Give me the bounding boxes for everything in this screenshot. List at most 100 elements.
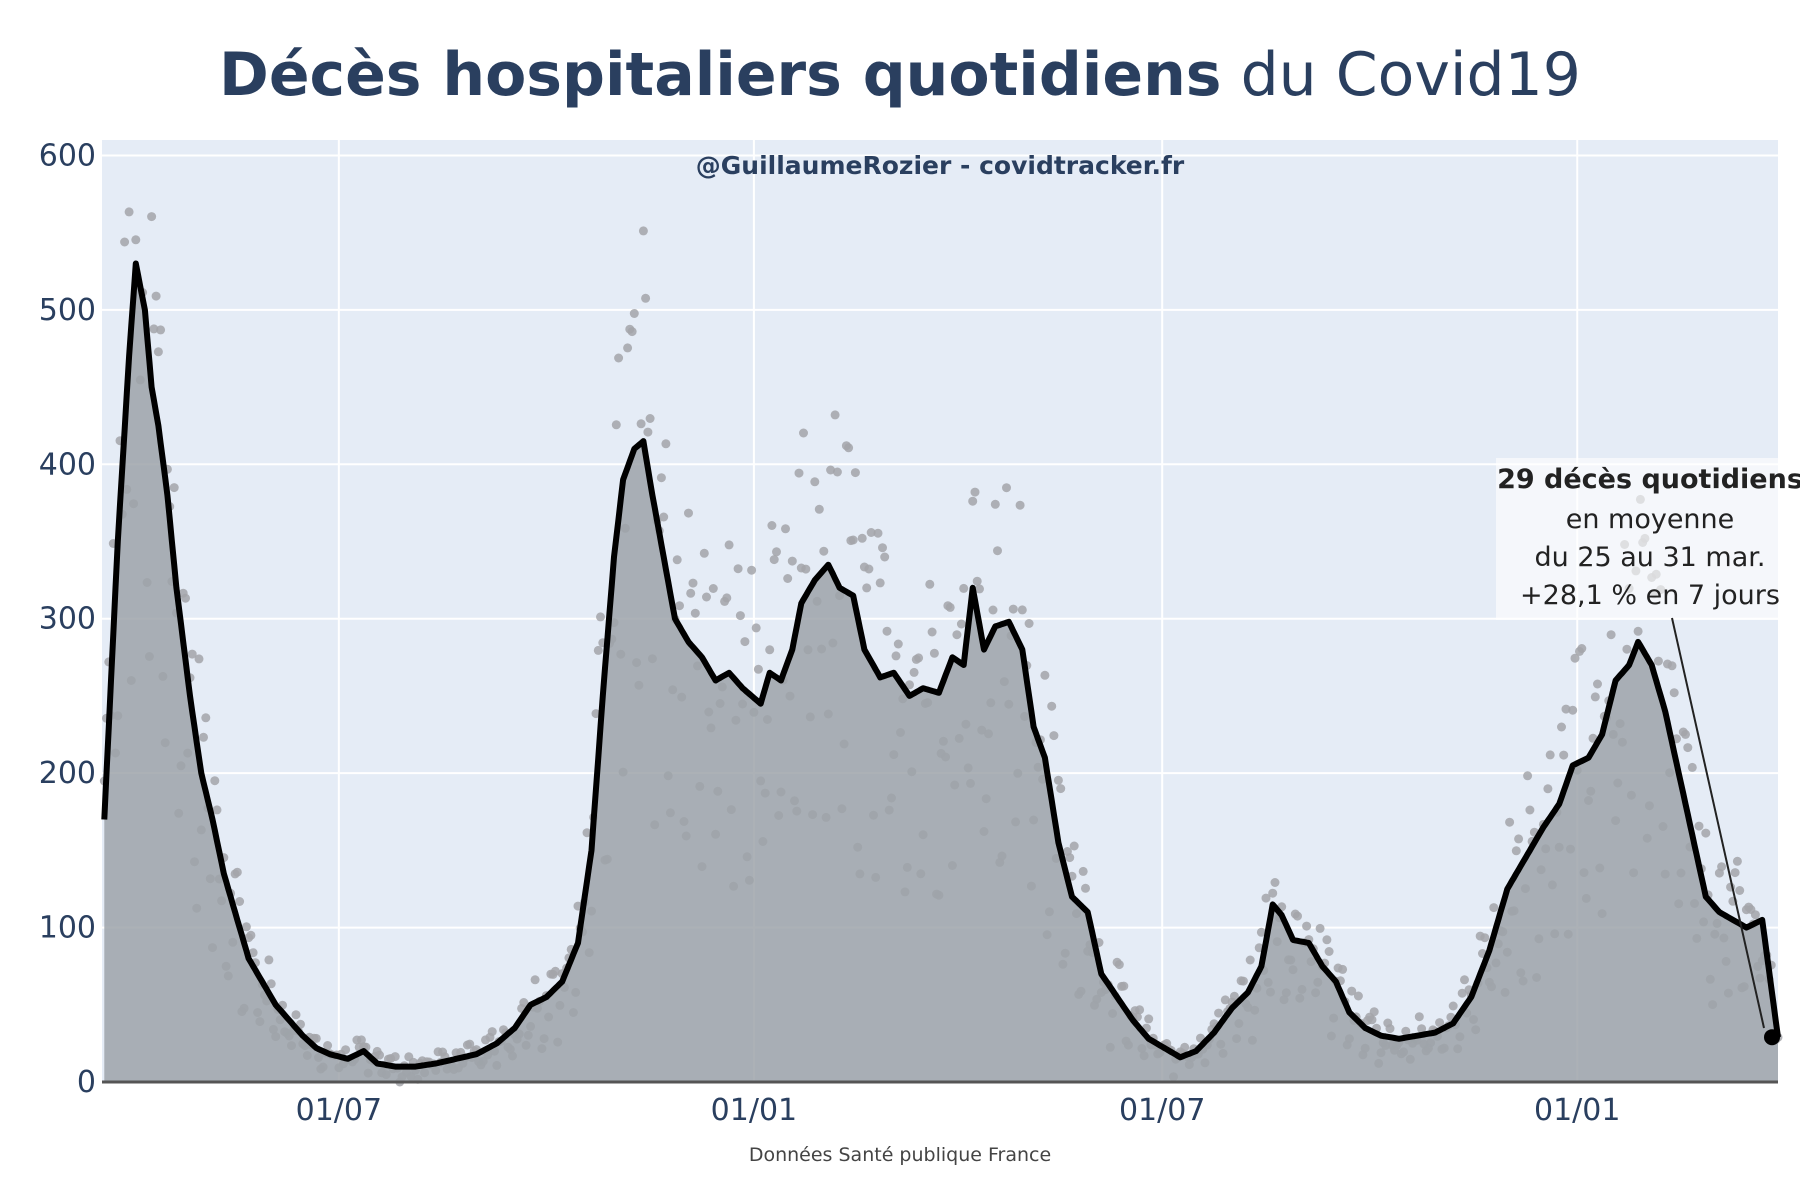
daily-dot [909,667,919,677]
daily-dot [844,443,854,453]
daily-dot [659,512,669,522]
daily-dot [1505,817,1515,827]
daily-dot [636,419,646,429]
daily-dot [753,664,763,674]
daily-dot [893,639,903,649]
daily-dot [1523,771,1533,781]
daily-dot [629,309,639,318]
x-tick-label: 01/01 [711,1093,797,1128]
daily-dot [862,583,872,593]
daily-dot [875,578,885,588]
daily-dot [1261,893,1271,903]
daily-dot [1002,483,1011,493]
daily-dot [830,410,840,420]
daily-dot [241,922,251,932]
daily-dot [1367,1015,1377,1025]
y-axis-ticks: 0 100 200 300 400 500 600 [39,138,96,1100]
daily-dot [246,930,256,940]
daily-dot [248,948,258,958]
daily-dot [702,592,711,602]
daily-dot [375,1050,384,1060]
annotation-box [1496,458,1780,620]
daily-dot [1119,981,1129,991]
daily-dot [291,1010,301,1020]
daily-dot [1135,1005,1145,1015]
chart-title-rest: du Covid19 [1240,40,1581,110]
daily-dot [1730,868,1740,878]
daily-dot [1448,1001,1458,1011]
daily-dot [643,427,653,437]
daily-dot [661,439,671,449]
daily-dot [799,428,808,438]
x-axis-ticks: 01/07 01/01 01/07 01/01 [296,1093,1621,1128]
daily-dot [614,353,624,363]
daily-dot [814,504,824,514]
daily-dot [1049,731,1059,741]
daily-dot [866,528,876,537]
daily-dot [751,623,761,633]
daily-dot [1315,923,1325,933]
daily-dot [1268,888,1278,898]
daily-dot [232,867,242,877]
daily-dot [1245,955,1255,965]
daily-dot [519,998,529,1007]
y-tick-label: 500 [39,293,96,328]
daily-dot [1369,1007,1379,1017]
daily-dot [131,235,141,245]
daily-dot [187,649,197,659]
daily-dot [1717,862,1727,872]
y-tick-label: 100 [39,911,96,946]
chart-source: Données Santé publique France [748,1144,1052,1166]
daily-dot [1180,1042,1190,1052]
daily-dot [656,473,666,483]
daily-dot [1683,743,1693,753]
daily-dot [638,226,648,236]
daily-dot [952,630,962,640]
daily-dot [593,645,603,655]
daily-dot [747,565,757,575]
daily-dot [596,612,605,622]
x-tick-label: 01/01 [1534,1093,1620,1128]
daily-dot [611,420,621,430]
daily-dot [1687,762,1697,772]
daily-dot [1256,927,1266,937]
daily-dot [993,546,1002,556]
daily-dot [1214,1008,1224,1018]
daily-dot [819,546,829,556]
daily-dot [914,653,924,663]
y-tick-label: 200 [39,756,96,791]
daily-dot [1622,644,1632,654]
daily-dot [1229,991,1239,1001]
daily-dot [627,327,637,337]
daily-dot [826,465,836,475]
annotation-line3: du 25 au 31 mar. [1534,542,1765,573]
daily-dot [235,897,245,906]
daily-dot [487,1027,497,1037]
daily-dot [1293,911,1302,921]
annotation-line2: en moyenne [1566,504,1735,535]
daily-dot [722,593,732,603]
daily-dot [733,564,743,574]
daily-dot [767,521,777,530]
daily-dot [956,619,966,629]
daily-dot [1435,1018,1445,1028]
daily-dot [765,645,775,655]
daily-dot [1559,750,1569,760]
daily-dot [1015,500,1025,510]
daily-dot [1525,805,1535,815]
daily-dot [1069,841,1079,851]
daily-dot [1489,903,1499,913]
last-value-marker [1764,1029,1780,1046]
annotation-line1: 29 décès quotidiens [1497,464,1800,495]
daily-dot [959,583,969,593]
daily-dot [1750,910,1760,920]
daily-dot [1144,1014,1154,1024]
daily-dot [864,564,874,574]
x-tick-label: 01/07 [1119,1093,1205,1128]
daily-dot [1570,653,1580,663]
daily-dot [882,626,892,636]
daily-dot [1417,1024,1427,1034]
daily-dot [1460,975,1469,985]
daily-dot [151,291,161,301]
average-line [101,260,1781,1070]
